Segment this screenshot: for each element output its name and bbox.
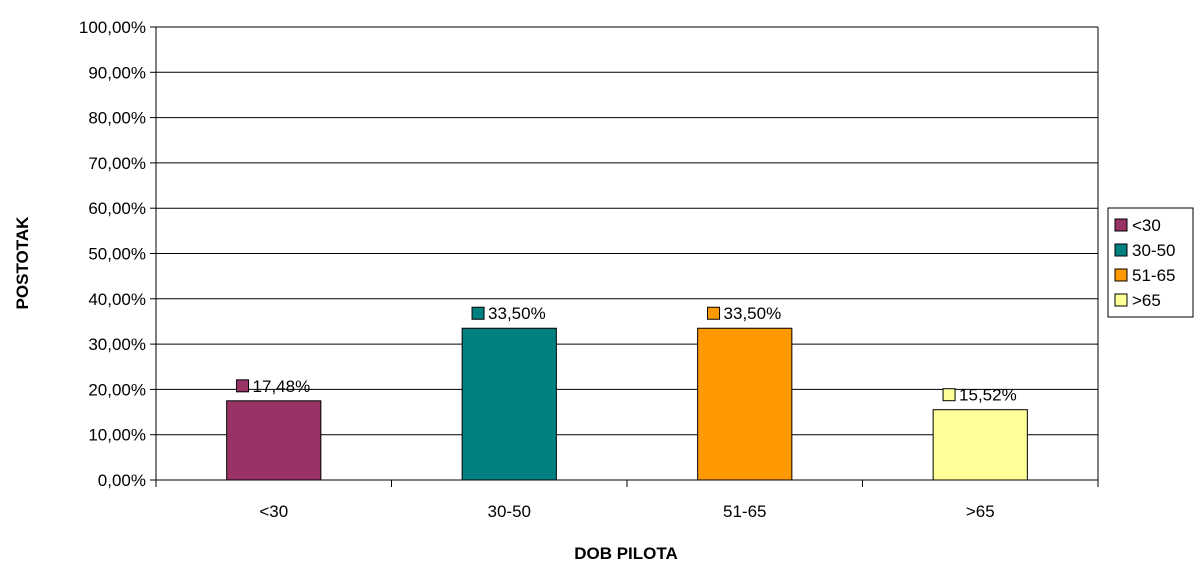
x-tick-label: >65: [966, 502, 995, 521]
y-tick-label: 50,00%: [88, 245, 146, 264]
y-tick-label: 40,00%: [88, 290, 146, 309]
y-axis-title: POSTOTAK: [13, 216, 32, 310]
bar-1: [226, 400, 322, 481]
gridlines: [156, 26, 1099, 480]
legend-swatch: [1114, 218, 1128, 232]
data-label: 33,50%: [488, 304, 546, 323]
legend-swatch: [1114, 243, 1128, 257]
legend-label: 51-65: [1132, 266, 1175, 285]
legend-swatch: [1114, 268, 1128, 282]
bar-3: [697, 327, 793, 481]
legend: <30 30-50 51-65 >65: [1107, 207, 1194, 318]
y-tick-label: 0,00%: [98, 471, 146, 490]
x-tick-label: 30-50: [488, 502, 531, 521]
data-label-key: [707, 306, 721, 320]
legend-label: >65: [1132, 291, 1161, 310]
y-tick-label: 30,00%: [88, 335, 146, 354]
data-label-key: [942, 388, 956, 402]
bars: [226, 327, 1028, 481]
y-tick-label: 90,00%: [88, 63, 146, 82]
x-axis-ticks: <30 30-50 51-65 >65: [155, 480, 1099, 521]
data-label-key: [236, 379, 250, 393]
y-tick-label: 20,00%: [88, 380, 146, 399]
data-label: 17,48%: [253, 377, 311, 396]
data-label: 15,52%: [959, 386, 1017, 405]
legend-swatch: [1114, 293, 1128, 307]
y-tick-label: 60,00%: [88, 199, 146, 218]
data-labels: 17,48% 33,50% 33,50% 15,52%: [236, 304, 1017, 405]
data-label-key: [471, 306, 485, 320]
x-tick-label: 51-65: [723, 502, 766, 521]
x-axis-title: DOB PILOTA: [574, 544, 678, 563]
bar-2: [461, 327, 557, 481]
data-label: 33,50%: [724, 304, 782, 323]
y-tick-label: 100,00%: [79, 18, 146, 37]
legend-label: 30-50: [1132, 241, 1175, 260]
x-tick-label: <30: [259, 502, 288, 521]
bar-4: [932, 409, 1028, 481]
y-tick-label: 10,00%: [88, 426, 146, 445]
y-tick-label: 70,00%: [88, 154, 146, 173]
legend-label: <30: [1132, 216, 1161, 235]
y-tick-label: 80,00%: [88, 109, 146, 128]
y-axis-ticks: 0,00% 10,00% 20,00% 30,00% 40,00% 50,00% 60,00…: [79, 18, 156, 490]
